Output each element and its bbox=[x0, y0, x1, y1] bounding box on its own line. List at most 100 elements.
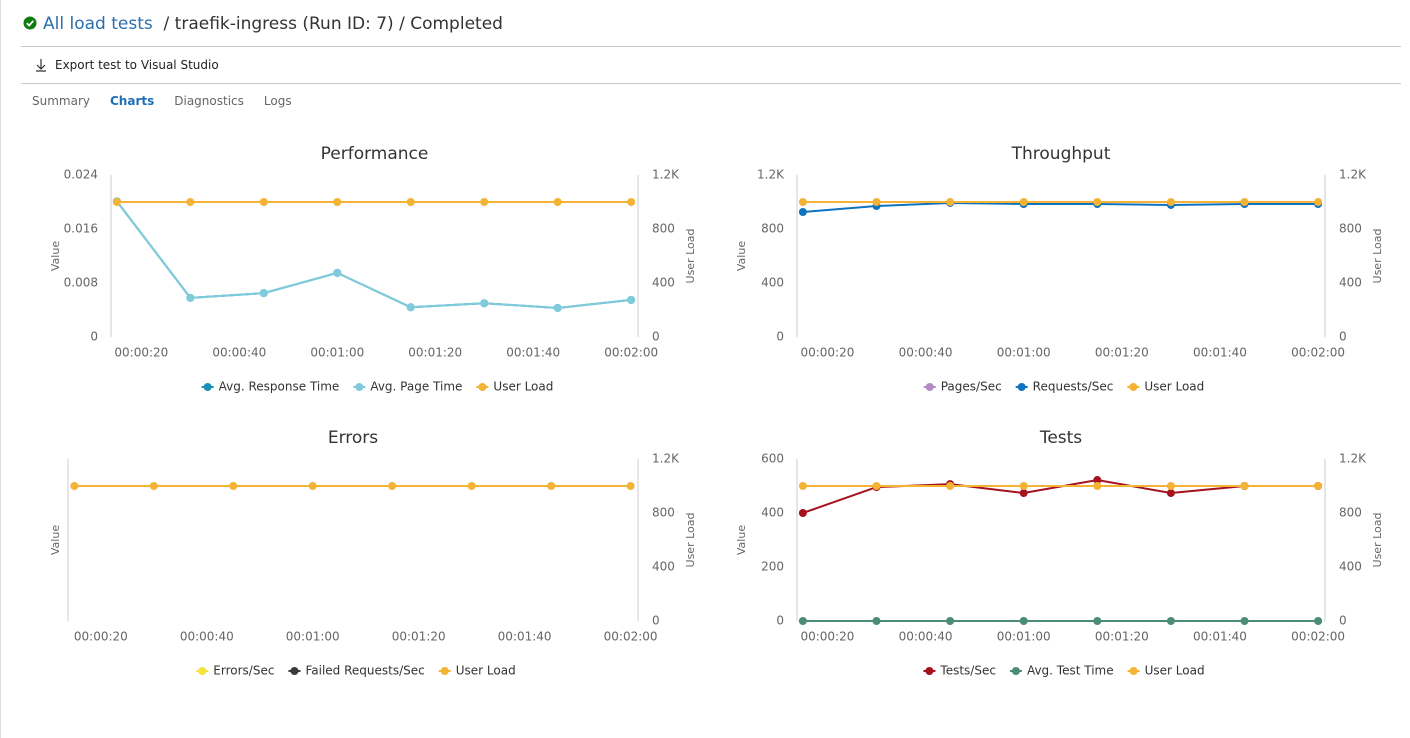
data-point bbox=[798, 207, 807, 216]
legend-label: User Load bbox=[1144, 380, 1204, 394]
tab[interactable]: Diagnostics bbox=[174, 94, 244, 108]
data-point bbox=[1019, 198, 1028, 206]
chart-title: Performance bbox=[321, 144, 429, 164]
data-point bbox=[547, 482, 556, 490]
legend-item: Avg. Response Time bbox=[201, 380, 339, 394]
legend-label: Pages/Sec bbox=[941, 380, 1002, 394]
data-point bbox=[1314, 198, 1323, 206]
tab[interactable]: Charts bbox=[110, 94, 155, 108]
y2-tick-label: 0 bbox=[1339, 330, 1347, 344]
data-point bbox=[480, 299, 489, 308]
data-point bbox=[946, 198, 955, 206]
y2-tick-label: 0 bbox=[652, 330, 660, 344]
legend-swatch bbox=[925, 383, 934, 391]
breadcrumb-link[interactable]: All load tests bbox=[43, 14, 153, 34]
series-line bbox=[802, 201, 1319, 213]
data-point bbox=[1314, 482, 1323, 490]
data-point bbox=[1019, 489, 1028, 498]
export-button[interactable]: Export test to Visual Studio bbox=[35, 58, 219, 72]
download-icon bbox=[36, 59, 46, 72]
data-point bbox=[798, 198, 807, 206]
y-tick-label: 0 bbox=[776, 330, 784, 344]
legend-label: User Load bbox=[1145, 664, 1205, 678]
y2-tick-label: 1.2K bbox=[1339, 452, 1367, 466]
y2-axis-label: User Load bbox=[684, 513, 697, 568]
legend-label: User Load bbox=[493, 380, 553, 394]
legend-item: Tests/Sec bbox=[923, 664, 996, 678]
data-point bbox=[1093, 617, 1102, 625]
tab[interactable]: Summary bbox=[32, 94, 90, 108]
legend-item: User Load bbox=[438, 664, 516, 678]
legend-item: Pages/Sec bbox=[923, 380, 1002, 394]
y-tick-label: 0 bbox=[90, 330, 98, 344]
legend-swatch bbox=[198, 667, 207, 675]
data-point bbox=[1240, 482, 1249, 490]
x-tick-label: 00:02:00 bbox=[1291, 630, 1345, 644]
y2-tick-label: 800 bbox=[652, 222, 675, 236]
legend-label: User Load bbox=[456, 664, 516, 678]
y-tick-label: 0.024 bbox=[64, 168, 98, 182]
x-tick-label: 00:01:20 bbox=[1095, 346, 1149, 360]
y2-tick-label: 400 bbox=[652, 560, 675, 574]
legend-label: Errors/Sec bbox=[213, 664, 274, 678]
y-tick-label: 200 bbox=[761, 560, 784, 574]
legend-item: Requests/Sec bbox=[1015, 380, 1113, 394]
divider bbox=[21, 46, 1401, 47]
legend: Tests/Sec Avg. Test Time User Load bbox=[923, 664, 1205, 678]
data-point bbox=[1093, 476, 1102, 485]
legend: Errors/Sec Failed Requests/Sec User Load bbox=[196, 664, 516, 678]
y2-tick-label: 400 bbox=[1339, 560, 1362, 574]
data-point bbox=[798, 482, 807, 490]
data-point bbox=[308, 482, 317, 490]
data-point bbox=[229, 482, 238, 490]
y-tick-label: 400 bbox=[761, 276, 784, 290]
data-point bbox=[186, 198, 195, 206]
y2-tick-label: 400 bbox=[1339, 276, 1362, 290]
data-point bbox=[627, 295, 636, 304]
data-point bbox=[872, 198, 881, 206]
x-tick-label: 00:02:00 bbox=[1291, 346, 1345, 360]
data-point bbox=[406, 303, 415, 312]
data-point bbox=[872, 482, 881, 490]
y-tick-label: 1.2K bbox=[757, 168, 785, 182]
y-tick-label: 800 bbox=[761, 222, 784, 236]
y2-axis-label: User Load bbox=[1371, 229, 1384, 284]
data-point bbox=[1166, 482, 1175, 490]
divider bbox=[21, 83, 1401, 84]
legend-label: Avg. Page Time bbox=[370, 380, 462, 394]
legend-item: User Load bbox=[1127, 380, 1204, 394]
chart-title: Tests bbox=[1039, 428, 1082, 448]
tab[interactable]: Logs bbox=[263, 94, 292, 108]
x-tick-label: 00:00:40 bbox=[899, 630, 953, 644]
y2-tick-label: 400 bbox=[652, 276, 675, 290]
data-point bbox=[480, 198, 489, 206]
x-tick-label: 00:00:20 bbox=[74, 630, 128, 644]
data-point bbox=[186, 293, 195, 302]
data-point bbox=[1093, 198, 1102, 206]
data-point bbox=[798, 617, 807, 625]
data-point bbox=[1019, 617, 1028, 625]
legend: Avg. Response Time Avg. Page Time User Loa… bbox=[201, 380, 553, 394]
chart-title: Throughput bbox=[1011, 144, 1111, 164]
data-point bbox=[388, 482, 397, 490]
legend-label: Failed Requests/Sec bbox=[305, 664, 424, 678]
legend-item: Avg. Test Time bbox=[1009, 664, 1114, 678]
y-axis-label: Value bbox=[735, 241, 748, 271]
y-tick-label: 0.008 bbox=[64, 276, 98, 290]
data-point bbox=[259, 198, 268, 206]
data-point bbox=[626, 482, 635, 490]
legend-swatch bbox=[355, 383, 364, 391]
x-tick-label: 00:01:00 bbox=[310, 346, 364, 360]
x-tick-label: 00:01:40 bbox=[498, 630, 552, 644]
legend-item: Avg. Page Time bbox=[353, 380, 462, 394]
y2-tick-label: 1.2K bbox=[652, 168, 680, 182]
legend-swatch bbox=[440, 667, 449, 675]
y-axis-label: Value bbox=[49, 525, 62, 555]
x-tick-label: 00:02:00 bbox=[604, 630, 658, 644]
data-point bbox=[112, 198, 121, 206]
data-point bbox=[1166, 198, 1175, 206]
legend-swatch bbox=[290, 667, 299, 675]
y-tick-label: 0.016 bbox=[64, 222, 98, 236]
x-tick-label: 00:00:20 bbox=[114, 346, 168, 360]
